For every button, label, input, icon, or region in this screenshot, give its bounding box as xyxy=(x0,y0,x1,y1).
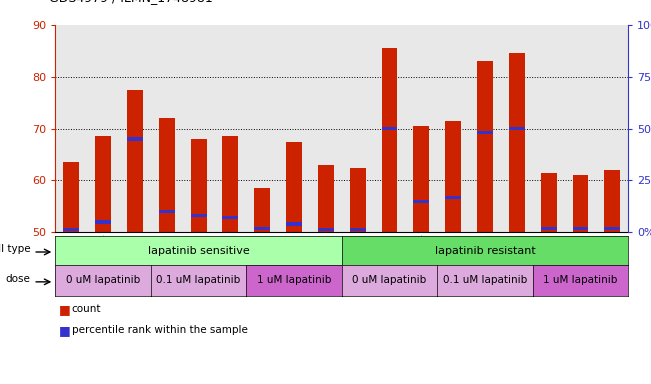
Text: ■: ■ xyxy=(59,324,70,337)
Text: ■: ■ xyxy=(59,303,70,316)
Bar xyxy=(445,195,461,199)
Text: 0 uM lapatinib: 0 uM lapatinib xyxy=(66,275,140,285)
Bar xyxy=(541,173,557,232)
Text: 1 uM lapatinib: 1 uM lapatinib xyxy=(257,275,331,285)
Bar xyxy=(477,61,493,232)
Bar xyxy=(159,210,174,213)
Bar xyxy=(541,227,557,230)
Bar xyxy=(572,175,589,232)
Bar xyxy=(95,220,111,223)
Bar xyxy=(127,137,143,141)
Bar xyxy=(413,200,429,203)
Bar xyxy=(477,131,493,134)
Bar xyxy=(191,139,206,232)
Bar xyxy=(350,228,366,231)
Bar xyxy=(255,227,270,230)
Text: lapatinib sensitive: lapatinib sensitive xyxy=(148,245,249,256)
Bar xyxy=(127,90,143,232)
Bar xyxy=(445,121,461,232)
Bar xyxy=(572,227,589,230)
Text: 1 uM lapatinib: 1 uM lapatinib xyxy=(544,275,618,285)
Bar xyxy=(413,126,429,232)
Text: 0.1 uM lapatinib: 0.1 uM lapatinib xyxy=(443,275,527,285)
Bar xyxy=(604,170,620,232)
Bar xyxy=(318,165,334,232)
Text: cell type: cell type xyxy=(0,244,31,254)
Bar xyxy=(604,227,620,230)
Bar xyxy=(318,228,334,231)
Bar xyxy=(381,127,398,130)
Bar xyxy=(286,222,302,225)
Bar xyxy=(223,216,238,219)
Bar xyxy=(223,136,238,232)
Text: lapatinib resistant: lapatinib resistant xyxy=(435,245,535,256)
Bar xyxy=(255,188,270,232)
Bar xyxy=(63,162,79,232)
Bar xyxy=(381,48,398,232)
Text: GDS4979 / ILMN_1748981: GDS4979 / ILMN_1748981 xyxy=(49,0,213,4)
Bar xyxy=(63,228,79,231)
Text: dose: dose xyxy=(6,274,31,284)
Bar xyxy=(350,167,366,232)
Text: count: count xyxy=(72,304,101,314)
Text: percentile rank within the sample: percentile rank within the sample xyxy=(72,325,247,335)
Text: 0 uM lapatinib: 0 uM lapatinib xyxy=(352,275,426,285)
Bar xyxy=(509,127,525,130)
Bar xyxy=(509,53,525,232)
Bar xyxy=(159,118,174,232)
Bar xyxy=(95,136,111,232)
Bar xyxy=(286,142,302,232)
Bar xyxy=(191,214,206,217)
Text: 0.1 uM lapatinib: 0.1 uM lapatinib xyxy=(156,275,241,285)
